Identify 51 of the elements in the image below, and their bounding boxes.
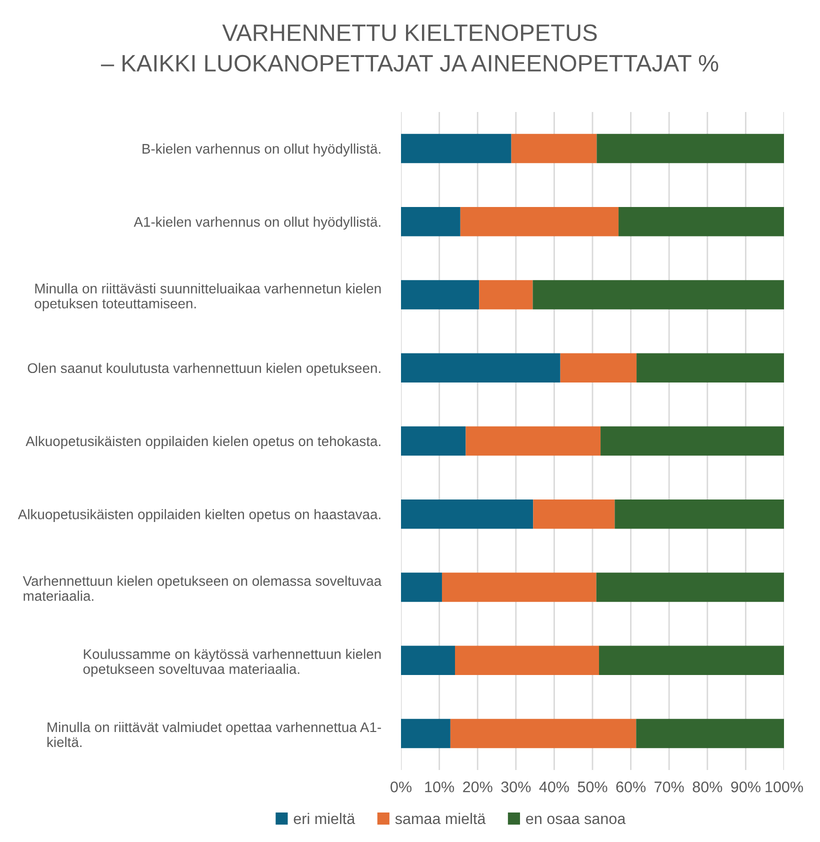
bar (455, 646, 600, 675)
bar (600, 426, 784, 456)
bar (533, 499, 615, 529)
x-tick-label: 90% (731, 782, 760, 792)
bar (401, 353, 560, 383)
bar (636, 353, 784, 383)
bar (596, 134, 784, 164)
legend-label: samaa mieltä (395, 812, 486, 824)
bar (618, 207, 784, 236)
bar (599, 646, 784, 675)
bar (532, 280, 784, 310)
bar (442, 572, 596, 602)
y-tick-label: Olen saanut koulutusta varhennettuun kielen opetukseen. (28, 362, 380, 376)
bar (614, 499, 784, 529)
bar (636, 718, 784, 748)
bar (401, 426, 466, 456)
bar (596, 572, 784, 602)
x-tick-label: 30% (501, 782, 531, 792)
bar (401, 134, 512, 164)
x-tick-label: 40% (539, 782, 569, 792)
bar (401, 280, 480, 310)
bar (460, 207, 619, 236)
y-tick-label: Minulla on riittävästi suunnitteluaikaa varhennetun kielen opetuksen toteuttamiseen. (34, 283, 381, 312)
x-tick-label: 50% (578, 782, 608, 792)
y-tick-label: Alkuopetusikäisten oppilaiden kielen opetus on tehokasta. (26, 436, 380, 449)
y-tick-label: Alkuopetusikäisten oppilaiden kielten opetus on haastavaa. (18, 509, 380, 522)
y-tick-label: B-kielen varhennus on ollut hyödyllistä. (142, 144, 380, 156)
x-tick-label: 80% (692, 782, 722, 792)
x-tick-label: 70% (654, 782, 684, 792)
x-tick-label: 0% (390, 782, 412, 792)
y-tick-label: A1-kielen varhennus on ollut hyödyllistä. (134, 216, 380, 230)
bar (560, 353, 637, 383)
bar (401, 499, 534, 529)
bar (401, 718, 450, 748)
bar (401, 646, 456, 675)
legend-label: eri mieltä (294, 812, 356, 824)
y-tick-label: Koulussamme on käytössä varhennettuun kielen opetukseen soveltuvaa materiaalia. (83, 648, 381, 677)
y-tick-label: Varhennettuun kielen opetukseen on olemassa soveltuvaa materiaalia. (22, 576, 382, 601)
x-tick-label: 10% (425, 782, 454, 792)
y-tick-label: Minulla on riittävät valmiudet opettaa varhennettua A1- kieltä. (47, 722, 381, 748)
legend-label: en osaa sanoa (526, 816, 626, 824)
bar (401, 572, 442, 602)
bar (466, 426, 601, 456)
bar (401, 207, 460, 236)
x-tick-label: 20% (463, 782, 492, 792)
chart-title: VARHENNETTU KIELTENOPETUS – KAIKKI LUOKANOPETTAJAT JA AINEENOPETTAJAT % (100, 24, 718, 72)
bar (479, 280, 533, 310)
bar (450, 718, 636, 748)
x-tick-label: 100% (766, 782, 803, 792)
x-tick-label: 60% (616, 782, 646, 792)
bar (511, 134, 597, 164)
